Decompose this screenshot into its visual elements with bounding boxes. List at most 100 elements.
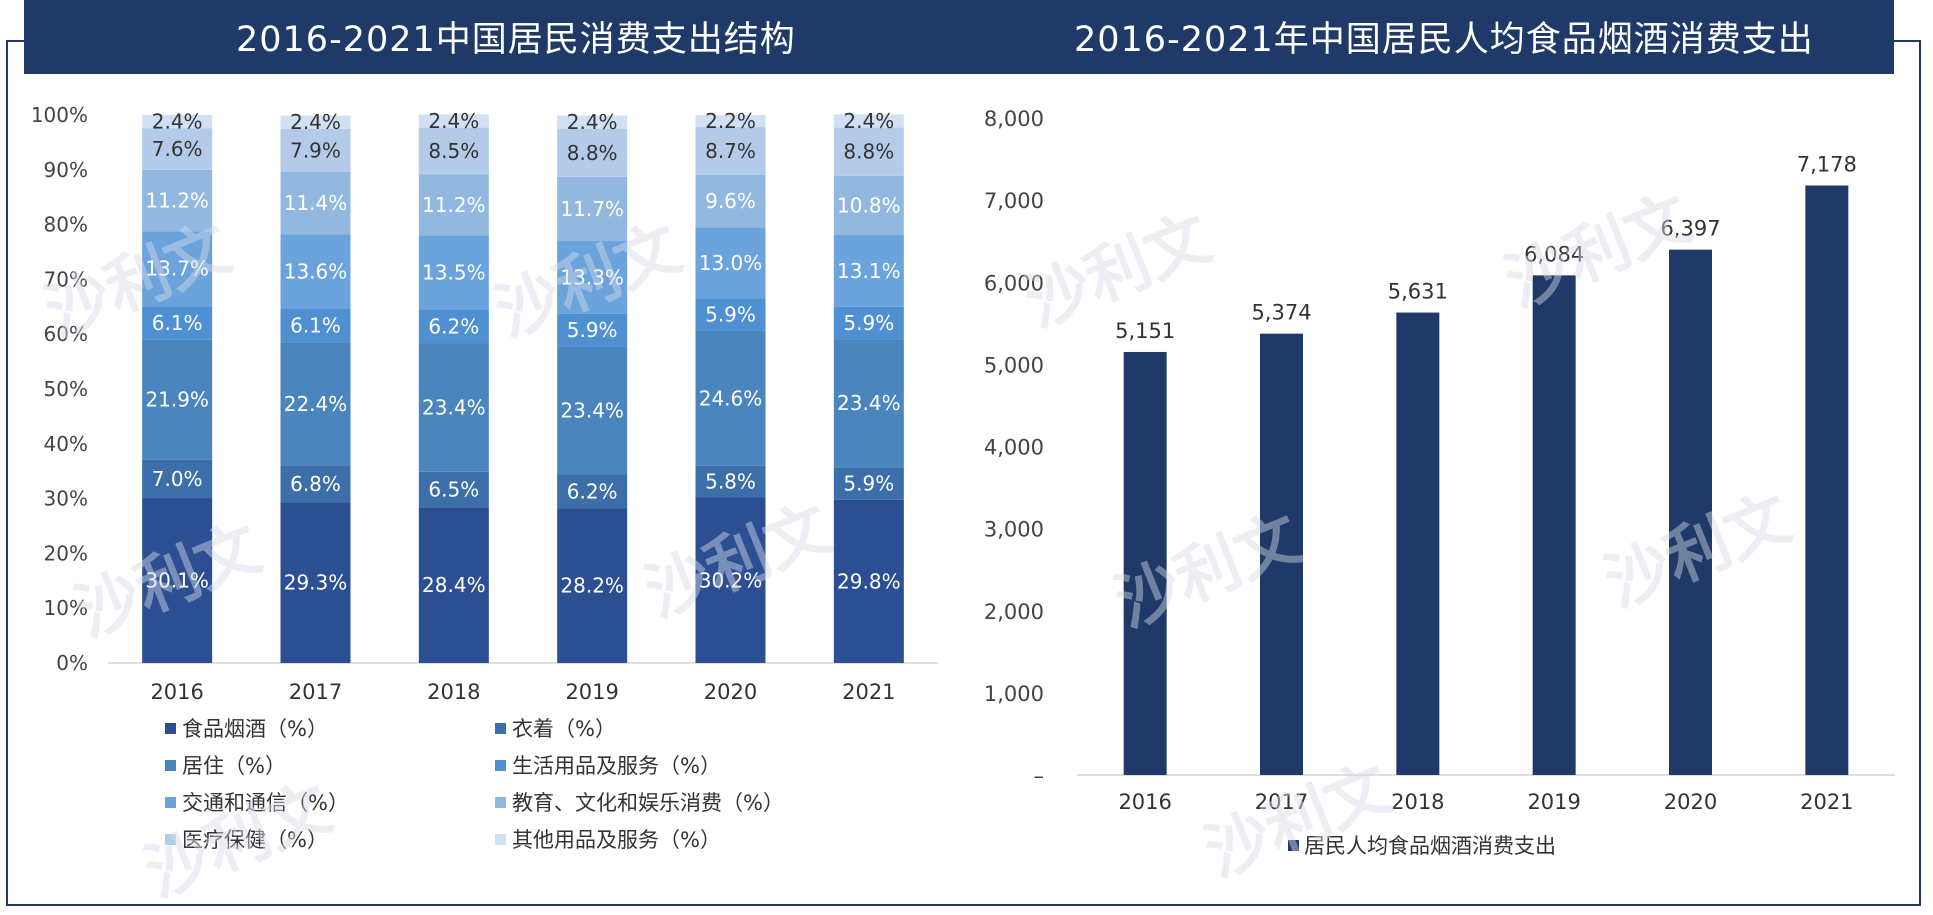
bar-segment	[142, 231, 213, 307]
bar-segment	[557, 176, 628, 242]
bar-segment	[833, 235, 904, 307]
y-tick-label: 8,000	[984, 107, 1044, 131]
data-label: 2.4%	[152, 110, 203, 134]
bar-segment	[695, 298, 766, 331]
data-label: 28.2%	[560, 574, 624, 598]
x-tick-label: 2016	[1118, 790, 1171, 814]
data-label: 8.7%	[705, 139, 756, 163]
bar	[1805, 185, 1849, 776]
data-label: 13.6%	[284, 260, 348, 284]
x-tick-label: 2018	[1391, 790, 1444, 814]
bar-segment	[280, 128, 351, 172]
legend-label: 其他用品及服务（%）	[512, 828, 721, 852]
bar-segment	[280, 342, 351, 466]
bar	[1123, 351, 1167, 775]
data-label: 8.5%	[428, 139, 479, 163]
legend-swatch	[165, 834, 176, 845]
y-tick-label: 50%	[44, 377, 88, 401]
x-tick-label: 2020	[704, 680, 757, 704]
data-label: 13.5%	[422, 261, 486, 285]
data-label: 7,178	[1797, 153, 1857, 177]
data-label: 23.4%	[422, 396, 486, 420]
y-tick-label: 10%	[44, 596, 88, 620]
y-tick-label: 70%	[44, 267, 88, 291]
data-label: 11.2%	[145, 188, 209, 212]
data-label: 8.8%	[843, 140, 894, 164]
data-label: 29.8%	[837, 569, 901, 593]
y-tick-label: 40%	[44, 432, 88, 456]
bar	[1396, 312, 1440, 775]
bar-segment	[557, 241, 628, 314]
legend-label: 医疗保健（%）	[182, 828, 328, 852]
bar-segment	[833, 339, 904, 468]
bar-segment	[418, 127, 489, 175]
data-label: 5.9%	[705, 303, 756, 327]
legend-swatch	[165, 723, 176, 734]
data-label: 7.6%	[152, 137, 203, 161]
data-label: 11.2%	[422, 193, 486, 217]
y-tick-label: 20%	[44, 541, 88, 565]
bar-segment	[418, 471, 489, 508]
bar-segment	[695, 227, 766, 299]
data-label: 7.9%	[290, 138, 341, 162]
data-label: 6.5%	[428, 478, 479, 502]
y-tick-label: 7,000	[984, 189, 1044, 213]
x-tick-label: 2021	[842, 680, 895, 704]
legend-label: 居住（%）	[182, 754, 286, 778]
legend-label: 居民人均食品烟酒消费支出	[1304, 834, 1556, 858]
data-label: 24.6%	[699, 386, 763, 410]
data-label: 6.2%	[428, 315, 479, 339]
bar-segment	[142, 459, 213, 499]
data-label: 28.4%	[422, 573, 486, 597]
data-label: 13.7%	[145, 257, 209, 281]
data-label: 13.3%	[560, 265, 624, 289]
data-label: 5.8%	[705, 470, 756, 494]
bar	[1532, 275, 1576, 775]
bar-segment	[280, 171, 351, 235]
y-tick-label: 6,000	[984, 271, 1044, 295]
data-label: 5,631	[1388, 280, 1448, 304]
data-label: 6.8%	[290, 472, 341, 496]
bar-chart: – 1,000 2,000 3,000 4,000 5,000 6,000 7,000 8,00…	[984, 107, 1895, 858]
bar-segment	[142, 339, 213, 460]
bar-segment	[833, 114, 904, 128]
bar-segment	[833, 499, 904, 663]
data-label: 11.7%	[560, 197, 624, 221]
bar	[1669, 249, 1712, 776]
bar-segment	[280, 115, 351, 129]
right-chart-title: 2016-2021年中国居民人均食品烟酒消费支出	[1074, 20, 1814, 60]
bar-segment	[557, 128, 628, 177]
x-tick-label: 2021	[1800, 790, 1853, 814]
data-label: 2.4%	[290, 110, 341, 134]
bar-segment	[418, 235, 489, 310]
bar-segment	[695, 497, 766, 663]
legend-label: 衣着（%）	[512, 717, 616, 741]
bar	[1260, 333, 1303, 775]
data-label: 6.1%	[290, 314, 341, 338]
data-label: 23.4%	[560, 398, 624, 422]
bar-segment	[418, 507, 489, 663]
x-tick-label: 2019	[565, 680, 618, 704]
data-label: 2.4%	[428, 109, 479, 133]
legend-swatch	[495, 723, 506, 734]
data-label: 13.0%	[699, 251, 763, 275]
data-label: 2.4%	[567, 110, 618, 134]
bar-segment	[695, 465, 766, 498]
bar-segment	[833, 306, 904, 340]
data-label: 5,151	[1115, 319, 1175, 343]
bar-segment	[557, 115, 628, 129]
legend-label: 生活用品及服务（%）	[512, 754, 721, 778]
x-tick-label: 2019	[1527, 790, 1580, 814]
data-label: 30.1%	[145, 569, 209, 593]
data-label: 13.1%	[837, 259, 901, 283]
bar-segment	[142, 115, 213, 129]
bar-segment	[280, 465, 351, 503]
legend-label: 交通和通信（%）	[182, 791, 349, 815]
x-tick-label: 2020	[1664, 790, 1717, 814]
data-label: 21.9%	[145, 388, 209, 412]
y-tick-label: –	[1034, 764, 1045, 788]
bar-segment	[557, 474, 628, 509]
data-label: 6.1%	[152, 311, 203, 335]
data-label: 10.8%	[837, 193, 901, 217]
legend-label: 教育、文化和娱乐消费（%）	[512, 791, 784, 815]
